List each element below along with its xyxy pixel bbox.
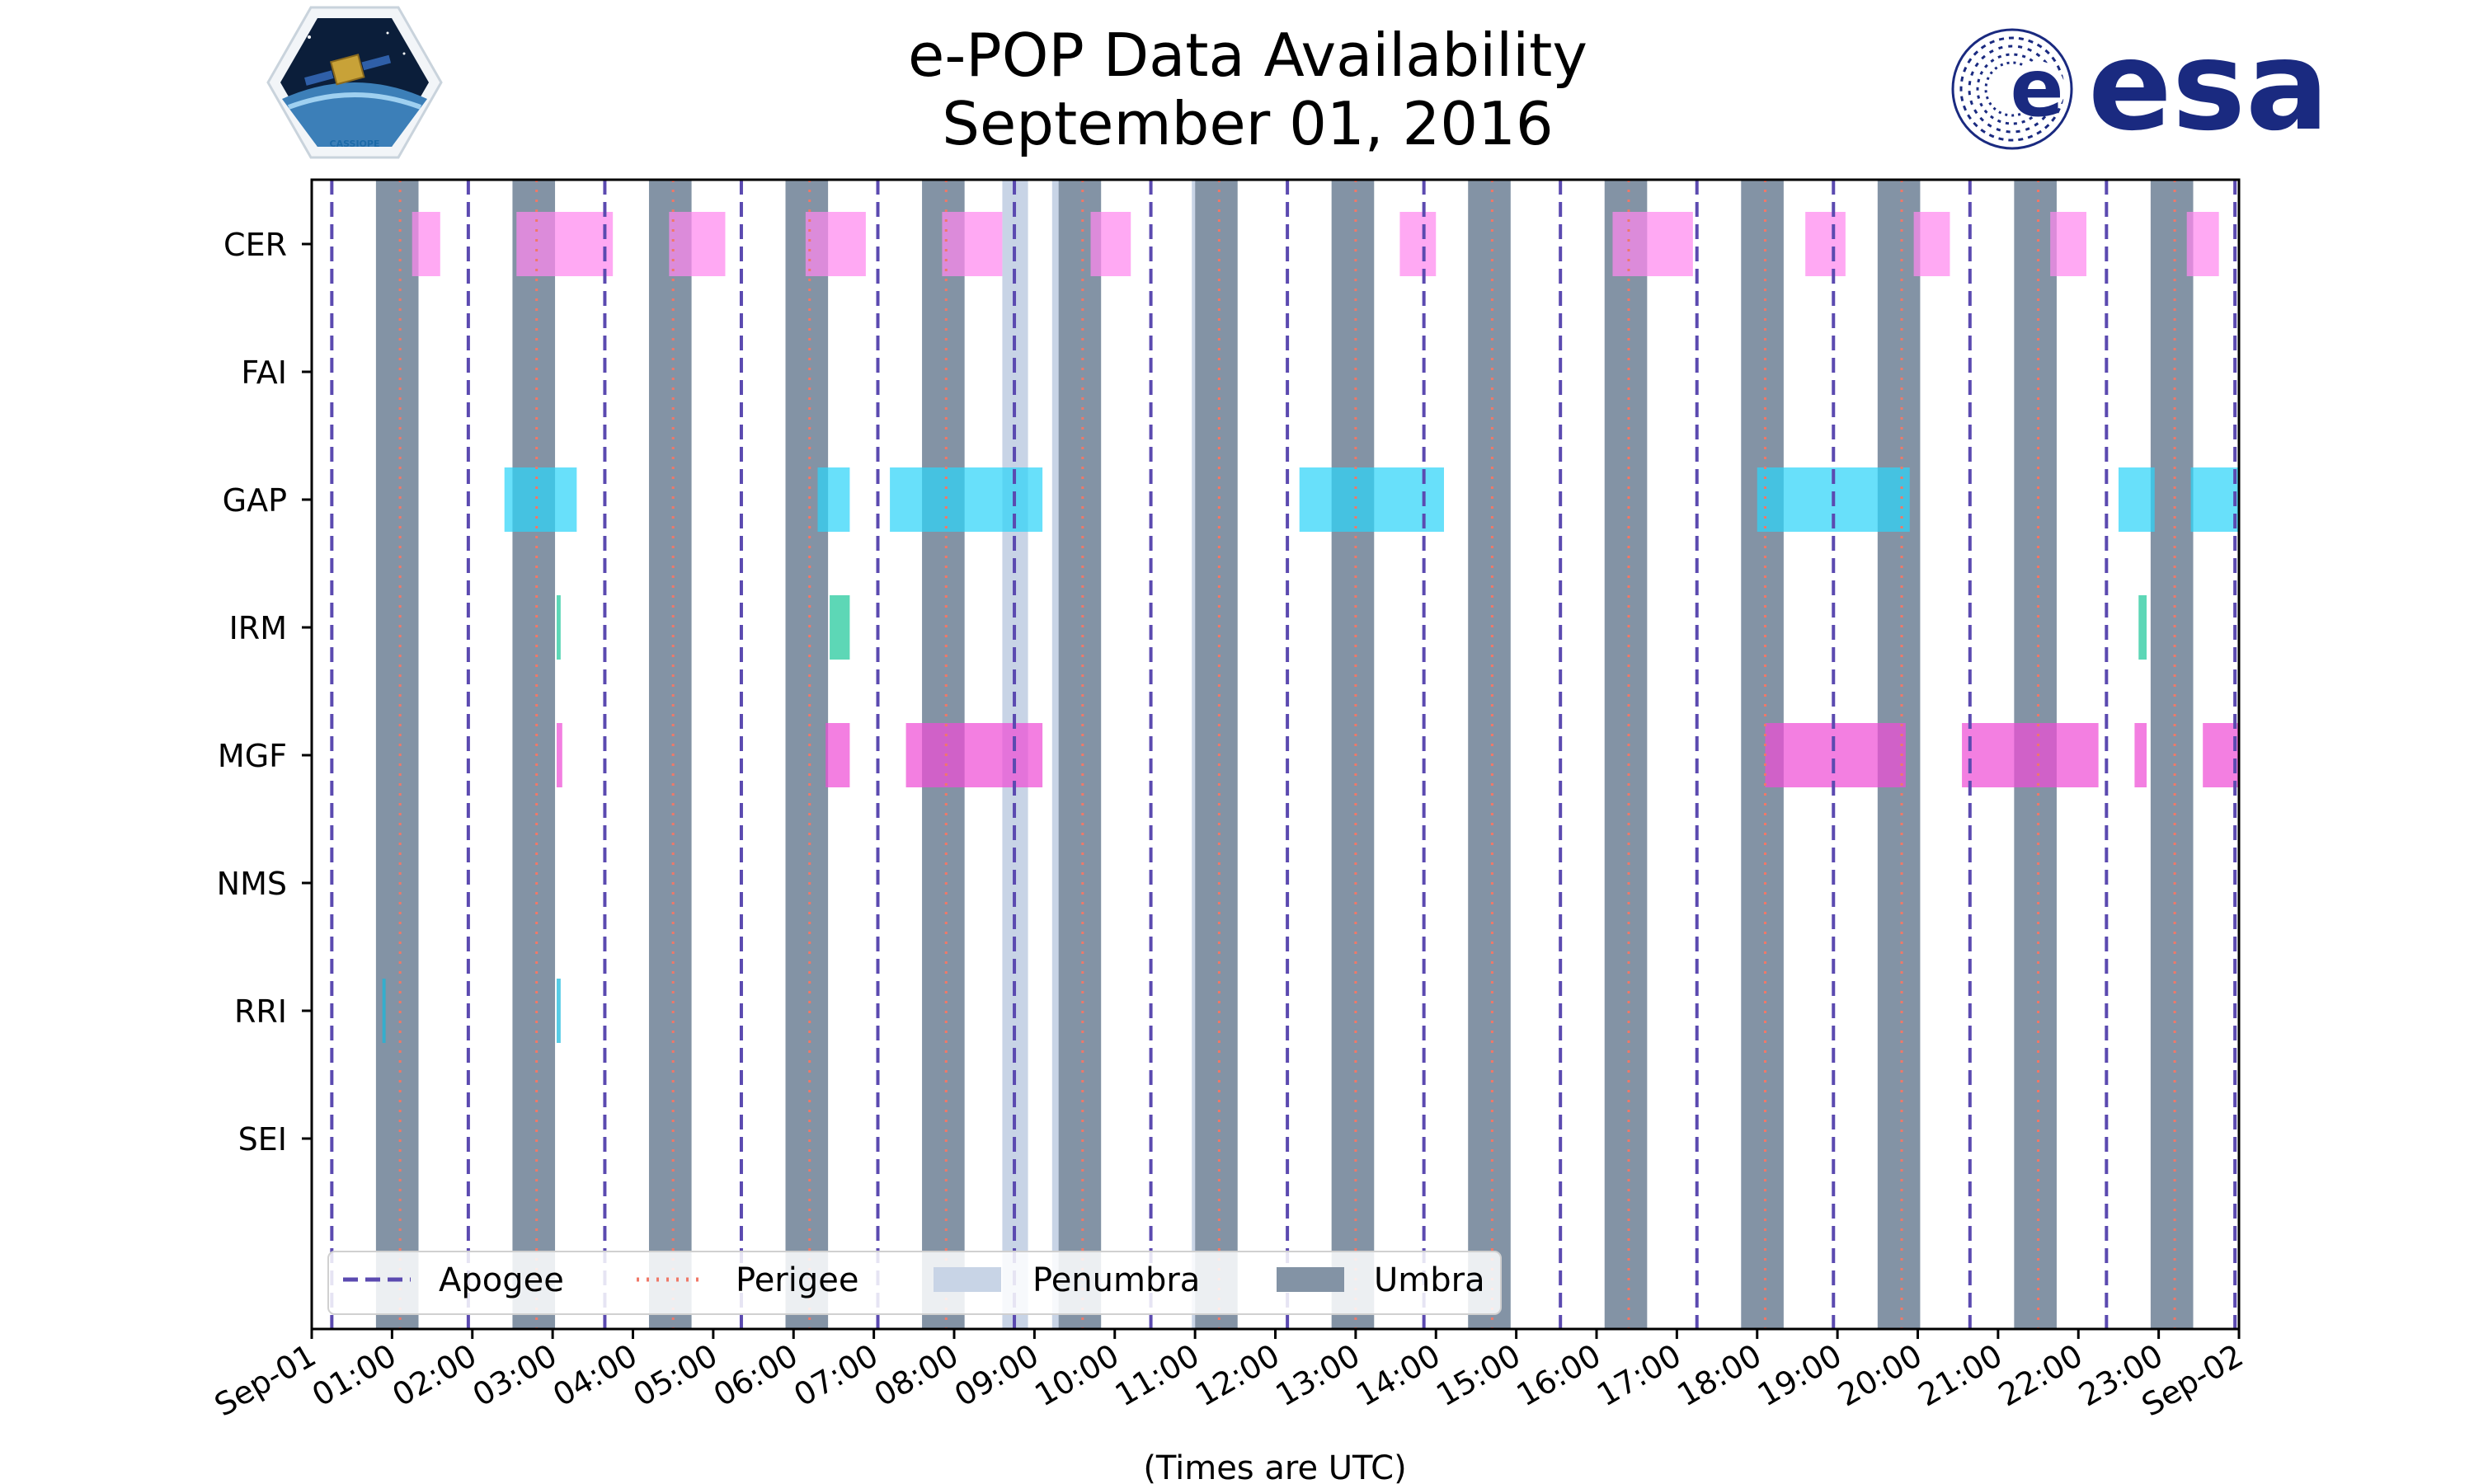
availability-bar-gap <box>2190 467 2239 532</box>
badge-text: CASSIOPE <box>330 139 380 149</box>
x-tick-label: 04:00 <box>547 1337 643 1414</box>
x-tick-label: 08:00 <box>868 1337 965 1414</box>
availability-bar-mgf <box>905 723 1043 787</box>
availability-bar-irm <box>830 595 850 660</box>
availability-bar-mgf <box>556 723 562 787</box>
availability-bar-cer <box>2050 212 2086 276</box>
x-tick-label: 09:00 <box>948 1337 1045 1414</box>
availability-bar-cer <box>1090 212 1131 276</box>
availability-bar-irm <box>2138 595 2147 660</box>
availability-bar-mgf <box>825 723 850 787</box>
umbra-band <box>375 180 419 1329</box>
y-axis: CER FAI GAP IRM MGF NMS RRI SEI <box>217 227 312 1158</box>
availability-bar-cer <box>412 212 440 276</box>
availability-bars <box>382 212 2239 1043</box>
umbra-band <box>1468 180 1511 1329</box>
availability-bar-irm <box>556 595 561 660</box>
x-tick-label: 16:00 <box>1511 1337 1607 1414</box>
y-tick-label-nms: NMS <box>217 866 287 902</box>
y-tick-label-rri: RRI <box>234 993 287 1030</box>
availability-bar-mgf <box>2134 723 2147 787</box>
availability-bar-gap <box>1299 467 1444 532</box>
x-tick-label: 11:00 <box>1109 1337 1206 1414</box>
y-tick-label-mgf: MGF <box>218 738 287 774</box>
x-tick-label: 20:00 <box>1832 1337 1928 1414</box>
umbra-band <box>1604 180 1648 1329</box>
legend: Apogee Perigee Penumbra Umbra <box>327 1251 1502 1315</box>
legend-penumbra-label: Penumbra <box>1032 1261 1200 1299</box>
plot-frame <box>310 178 2241 1331</box>
availability-bar-mgf <box>2203 723 2239 787</box>
x-tick-label: 22:00 <box>1992 1337 2089 1414</box>
availability-bar-cer <box>669 212 726 276</box>
y-tick-label-sei: SEI <box>238 1121 287 1158</box>
x-tick-label: 21:00 <box>1912 1337 2009 1414</box>
x-tick-label: 02:00 <box>386 1337 482 1414</box>
x-axis-label: (Times are UTC) <box>1143 1449 1406 1484</box>
legend-apogee-label: Apogee <box>439 1261 564 1299</box>
x-tick-label: 01:00 <box>306 1337 402 1414</box>
eclipse-shading <box>375 180 2194 1329</box>
availability-bar-cer <box>942 212 1003 276</box>
x-tick-label: 05:00 <box>628 1337 724 1414</box>
chart-title-line2: September 01, 2016 <box>942 89 1553 158</box>
x-tick-label: 15:00 <box>1430 1337 1526 1414</box>
availability-bar-cer <box>2186 212 2219 276</box>
availability-bar-gap <box>817 467 850 532</box>
umbra-band <box>648 180 692 1329</box>
legend-umbra-swatch <box>1277 1267 1344 1292</box>
x-tick-label: Sep-01 <box>209 1337 322 1424</box>
availability-bar-gap <box>2118 467 2155 532</box>
x-tick-label: 19:00 <box>1752 1337 1848 1414</box>
availability-bar-cer <box>1913 212 1950 276</box>
orbit-markers <box>330 180 2237 1329</box>
x-tick-label: 06:00 <box>708 1337 804 1414</box>
availability-bar-rri <box>556 979 561 1043</box>
legend-umbra-label: Umbra <box>1374 1261 1485 1299</box>
x-tick-label: 18:00 <box>1671 1337 1767 1414</box>
umbra-band <box>512 180 556 1329</box>
x-tick-label: 13:00 <box>1270 1337 1366 1414</box>
availability-bar-cer <box>1805 212 1846 276</box>
chart-title-line1: e-POP Data Availability <box>908 21 1587 90</box>
penumbra-band <box>1192 180 1196 1329</box>
cassiope-mission-badge: CASSIOPE <box>266 6 443 159</box>
x-axis: Sep-0101:0002:0003:0004:0005:0006:0007:0… <box>209 1329 2250 1424</box>
x-tick-label: 12:00 <box>1189 1337 1286 1414</box>
umbra-band <box>1058 180 1102 1329</box>
esa-wordmark: esa <box>2088 15 2329 158</box>
penumbra-band <box>1051 180 1059 1329</box>
x-tick-label: 17:00 <box>1591 1337 1687 1414</box>
x-tick-label: 03:00 <box>467 1337 563 1414</box>
legend-perigee-label: Perigee <box>736 1261 858 1299</box>
availability-bar-mgf <box>1765 723 1906 787</box>
esa-logo: e esa <box>1951 15 2329 158</box>
y-tick-label-gap: GAP <box>223 482 287 519</box>
y-tick-label-irm: IRM <box>229 610 287 646</box>
x-tick-label: 14:00 <box>1350 1337 1446 1414</box>
availability-bar-mgf <box>1962 723 2099 787</box>
x-tick-label: 10:00 <box>1028 1337 1125 1414</box>
y-tick-label-cer: CER <box>223 227 287 263</box>
legend-box <box>327 1251 1502 1315</box>
availability-bar-cer <box>805 212 866 276</box>
availability-bar-cer <box>516 212 614 276</box>
availability-bar-cer <box>1612 212 1693 276</box>
availability-bar-rri <box>382 979 386 1043</box>
umbra-band <box>1331 180 1375 1329</box>
umbra-band <box>2150 180 2194 1329</box>
availability-bar-gap <box>890 467 1043 532</box>
esa-globe-mark: e <box>1951 28 2073 150</box>
legend-penumbra-swatch <box>934 1267 1001 1292</box>
svg-text:e: e <box>2010 42 2063 134</box>
umbra-band <box>785 180 829 1329</box>
umbra-band <box>1195 180 1238 1329</box>
availability-bar-gap <box>504 467 577 532</box>
y-tick-label-fai: FAI <box>241 355 287 391</box>
availability-bar-cer <box>1399 212 1437 276</box>
x-tick-label: 07:00 <box>788 1337 884 1414</box>
